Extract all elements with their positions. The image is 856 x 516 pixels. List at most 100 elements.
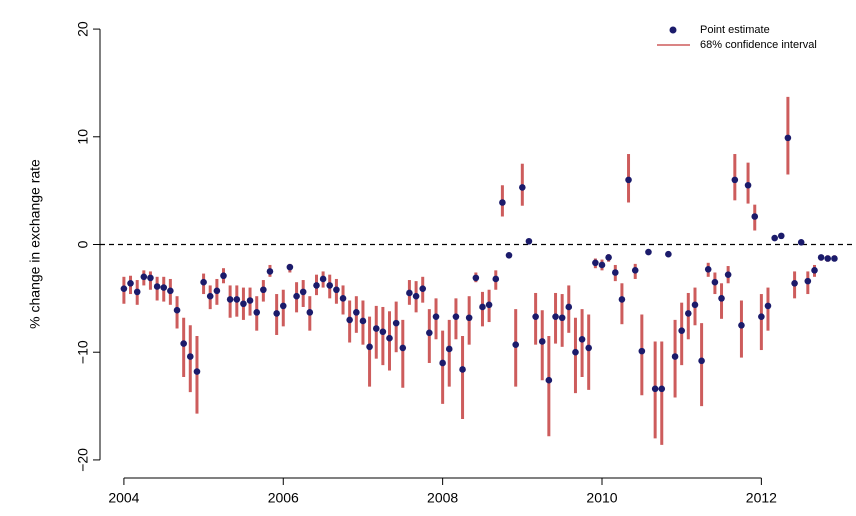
- point-estimate: [538, 338, 546, 345]
- point-estimate: [366, 343, 373, 351]
- point-estimate: [791, 279, 798, 287]
- point-estimate: [612, 269, 619, 276]
- point-estimate: [545, 376, 553, 384]
- point-estimate: [133, 288, 141, 296]
- point-estimate: [326, 282, 334, 289]
- point-estimate: [704, 265, 712, 273]
- point-estimate: [412, 292, 420, 300]
- point-estimate: [771, 234, 778, 242]
- legend-dot: [669, 26, 677, 34]
- point-estimate: [691, 301, 699, 309]
- point-estimate: [817, 254, 825, 261]
- point-estimate: [439, 359, 446, 367]
- point-estimate: [678, 327, 685, 334]
- point-estimate: [671, 353, 679, 360]
- point-estimate: [379, 328, 387, 336]
- x-tick-label: 2004: [108, 490, 139, 506]
- point-estimate: [532, 313, 539, 320]
- x-tick-label: 2012: [746, 490, 777, 506]
- point-estimate: [293, 292, 300, 300]
- point-estimate: [645, 248, 652, 256]
- point-estimate: [286, 263, 294, 271]
- point-estimate: [240, 300, 247, 308]
- legend-label: 68% confidence interval: [700, 39, 817, 51]
- point-estimate: [127, 279, 134, 287]
- legend: Point estimate 68% confidence interval: [657, 24, 817, 51]
- point-estimate: [180, 340, 187, 347]
- point-estimate: [147, 274, 154, 282]
- point-estimate: [465, 314, 473, 322]
- point-estimate: [592, 259, 599, 267]
- point-estimate: [804, 277, 812, 285]
- point-estimate: [253, 309, 261, 316]
- point-estimate: [233, 296, 241, 303]
- point-estimate: [797, 239, 805, 246]
- point-estimate: [485, 301, 493, 309]
- x-tick-label: 2008: [427, 490, 458, 506]
- y-tick-label: −10: [75, 340, 91, 364]
- point-estimate: [492, 275, 500, 283]
- point-estimate: [313, 282, 320, 289]
- point-estimate: [193, 368, 201, 375]
- point-estimate: [273, 310, 280, 317]
- point-estimate: [186, 353, 194, 360]
- point-estimate: [226, 296, 234, 303]
- point-estimate: [173, 306, 181, 314]
- point-estimate: [758, 313, 765, 320]
- point-estimate: [578, 335, 586, 343]
- point-estimate: [512, 341, 520, 348]
- x-tick-label: 2006: [268, 490, 299, 506]
- point-estimate: [392, 319, 400, 327]
- point-estimate: [419, 285, 427, 292]
- point-estimate: [558, 314, 566, 322]
- point-estimate: [372, 325, 380, 332]
- point-estimate: [598, 261, 606, 269]
- point-estimate: [499, 199, 506, 206]
- point-estimate: [346, 316, 353, 324]
- point-estimate: [605, 254, 612, 261]
- point-estimate: [472, 274, 480, 282]
- point-estimate: [831, 255, 838, 262]
- point-estimate: [684, 310, 692, 317]
- y-tick-label: −20: [75, 448, 91, 472]
- point-estimate: [777, 232, 785, 240]
- point-estimate: [658, 385, 666, 393]
- point-estimate: [386, 334, 393, 342]
- point-estimate: [220, 272, 227, 280]
- point-estimate: [698, 357, 705, 365]
- y-tick-label: 20: [75, 21, 91, 37]
- point-estimate: [306, 309, 314, 316]
- point-estimate: [751, 213, 759, 220]
- point-estimate: [552, 313, 559, 320]
- point-estimate: [432, 313, 440, 320]
- point-estimate: [279, 302, 287, 310]
- point-estimate: [784, 134, 792, 142]
- point-estimate: [618, 296, 626, 303]
- point-estimate: [206, 292, 214, 300]
- point-estimate: [519, 184, 526, 191]
- y-tick-label: 10: [75, 129, 91, 145]
- point-estimate: [572, 348, 579, 356]
- point-estimate: [479, 303, 486, 311]
- x-tick-label: 2010: [586, 490, 617, 506]
- point-estimate: [167, 287, 174, 295]
- point-estimate: [651, 385, 659, 393]
- point-estimate: [625, 176, 632, 184]
- y-tick-label: 0: [75, 240, 91, 248]
- point-estimate: [731, 176, 739, 184]
- point-estimate: [638, 347, 646, 355]
- point-estimate: [631, 267, 639, 274]
- point-estimate: [585, 344, 592, 352]
- point-estimate: [299, 288, 307, 296]
- point-estimate: [565, 303, 573, 311]
- point-estimate: [160, 284, 168, 291]
- point-estimate: [359, 317, 367, 325]
- point-estimate: [319, 275, 327, 283]
- legend-label: Point estimate: [700, 24, 770, 36]
- point-estimate: [266, 268, 274, 275]
- point-estimate: [724, 271, 732, 278]
- point-estimate: [738, 321, 745, 329]
- point-estimate: [711, 278, 719, 286]
- point-estimate: [824, 255, 832, 262]
